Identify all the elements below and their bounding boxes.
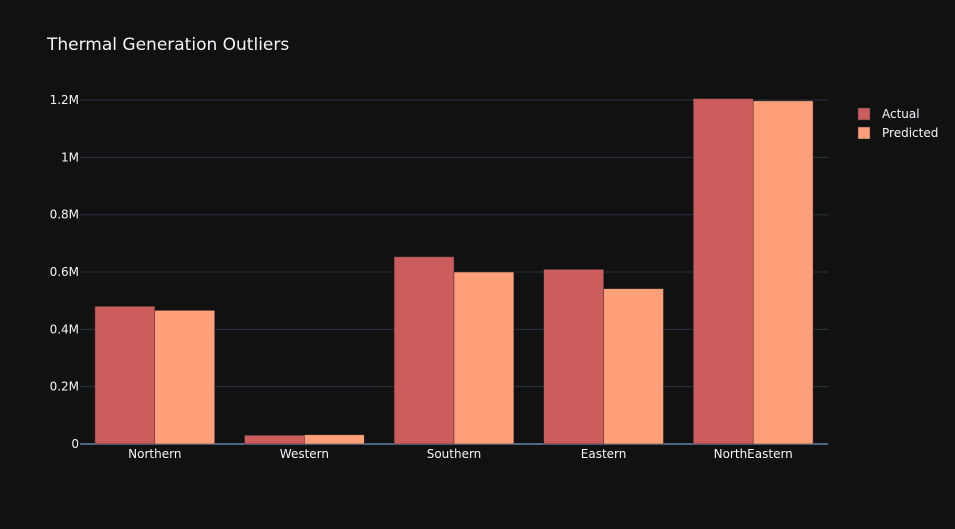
- legend-label-predicted[interactable]: Predicted: [882, 126, 938, 140]
- y-tick-label: 1.2M: [50, 93, 79, 107]
- bar-actual-western[interactable]: [244, 435, 305, 445]
- x-tick-label: Northern: [128, 447, 181, 461]
- chart-title: Thermal Generation Outliers: [46, 35, 289, 55]
- y-tick-label: 0.2M: [50, 380, 79, 394]
- y-tick-label: 0.8M: [50, 208, 79, 222]
- y-tick-label: 0: [71, 437, 79, 451]
- bar-actual-eastern[interactable]: [543, 269, 604, 445]
- bar-actual-northern[interactable]: [94, 306, 156, 445]
- bar-predicted-southern[interactable]: [453, 271, 515, 445]
- y-axis-ticks: 0 0.2M 0.4M 0.6M 0.8M 1M 1.2M: [50, 93, 79, 451]
- x-tick-label: Southern: [427, 447, 482, 461]
- x-axis-ticks: Northern Western Southern Eastern NorthEaste…: [128, 447, 793, 461]
- bar-actual-northeastern[interactable]: [693, 98, 754, 445]
- bar-predicted-northern[interactable]: [154, 310, 215, 445]
- x-tick-label: Eastern: [581, 447, 627, 461]
- bar-predicted-eastern[interactable]: [603, 288, 664, 445]
- legend-swatch-actual[interactable]: [857, 107, 871, 121]
- bar-predicted-western[interactable]: [304, 434, 365, 445]
- y-tick-label: 0.4M: [50, 322, 79, 336]
- x-tick-label: NorthEastern: [714, 447, 793, 461]
- y-tick-label: 0.6M: [50, 265, 79, 279]
- legend[interactable]: Actual Predicted: [857, 107, 938, 140]
- legend-label-actual[interactable]: Actual: [882, 107, 920, 121]
- x-tick-label: Western: [280, 447, 329, 461]
- y-tick-label: 1M: [61, 150, 79, 164]
- bar-actual-southern[interactable]: [393, 256, 455, 445]
- bar-predicted-northeastern[interactable]: [752, 100, 814, 445]
- bars[interactable]: [94, 98, 814, 445]
- legend-swatch-predicted[interactable]: [857, 126, 871, 140]
